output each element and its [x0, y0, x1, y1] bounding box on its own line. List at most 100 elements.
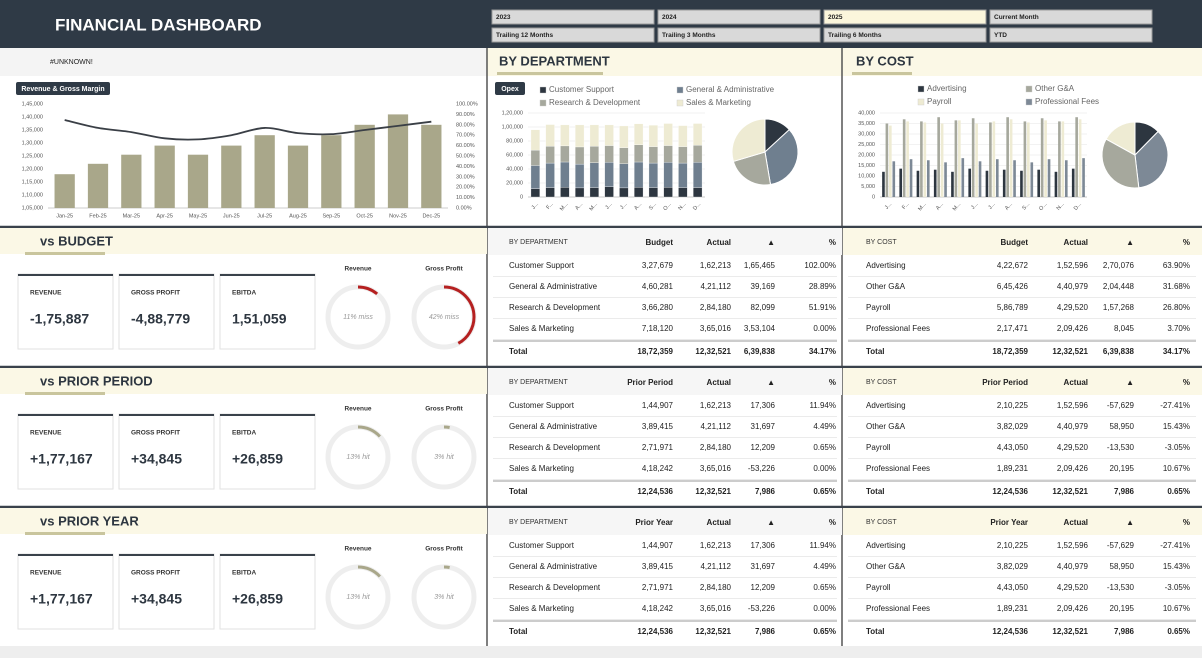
- pie-slice: [1105, 121, 1136, 156]
- table-header: %: [1183, 518, 1190, 527]
- filter-label[interactable]: 2023: [496, 14, 511, 21]
- table-cell: Other G&A: [866, 562, 906, 571]
- filter-button[interactable]: [657, 27, 821, 43]
- bar-segment: [619, 147, 629, 164]
- filter-label[interactable]: Trailing 12 Months: [496, 32, 553, 39]
- table-cell: 1,65,465: [744, 261, 776, 270]
- gauge-label: 42% miss: [429, 314, 460, 321]
- filter-label[interactable]: Current Month: [994, 14, 1039, 21]
- bar: [1078, 119, 1082, 197]
- table-cell: 17,306: [751, 541, 776, 550]
- table-total: 12,24,536: [992, 487, 1028, 496]
- table-total: Total: [509, 627, 528, 636]
- legend-label: Other G&A: [1035, 84, 1075, 93]
- kpi-card: [17, 273, 114, 350]
- kpi-value: +26,859: [232, 451, 283, 467]
- bar: [906, 121, 909, 197]
- table-cell: 12,209: [751, 443, 776, 452]
- table-cell: 31.68%: [1163, 282, 1190, 291]
- filter-button[interactable]: [823, 27, 987, 43]
- kpi-label: EBITDA: [232, 570, 257, 577]
- filter-label[interactable]: Trailing 3 Months: [662, 32, 716, 39]
- table-cell: 3,65,016: [700, 324, 732, 333]
- y-tick-label: 35,000: [858, 121, 875, 127]
- bar: [971, 118, 975, 197]
- filter-button[interactable]: [491, 9, 655, 25]
- table-cell: 3,82,029: [997, 562, 1029, 571]
- table-cell: Research & Development: [509, 303, 601, 312]
- filter-button[interactable]: [989, 27, 1153, 43]
- table-total: Total: [866, 487, 885, 496]
- bar: [889, 125, 892, 197]
- bar-segment: [648, 162, 658, 188]
- x-tick-label: Nov-25: [389, 213, 407, 219]
- table-total: 18,72,359: [992, 347, 1028, 356]
- table-header: Actual: [1064, 378, 1088, 387]
- kpi-card-top: [119, 554, 214, 556]
- filter-label[interactable]: Trailing 6 Months: [828, 32, 882, 39]
- table-cell: 1,52,596: [1057, 401, 1089, 410]
- x-tick-label: Aug-25: [289, 213, 307, 219]
- table-header: %: [829, 518, 836, 527]
- kpi-card: [118, 273, 215, 350]
- filter-label[interactable]: 2024: [662, 14, 677, 21]
- gauge-arc: [412, 565, 476, 629]
- table-header: BY DEPARTMENT: [509, 519, 568, 526]
- heading-underline: [497, 72, 603, 75]
- kpi-value: 1,51,059: [232, 311, 287, 327]
- section-band: [0, 508, 487, 534]
- table-cell: 4,40,979: [1057, 422, 1089, 431]
- status-text: #UNKNOWN!: [50, 59, 93, 66]
- bar: [1064, 160, 1068, 197]
- y-tick-label: 80.00%: [456, 122, 475, 128]
- y-tick-label: 90.00%: [456, 112, 475, 118]
- kpi-card: [219, 413, 316, 490]
- filter-button[interactable]: [989, 9, 1153, 25]
- y-tick-label: 40,000: [858, 110, 875, 116]
- table-cell: 1,52,596: [1057, 541, 1089, 550]
- kpi-value: -4,88,779: [131, 311, 190, 327]
- table-cell: -53,226: [748, 604, 776, 613]
- legend-swatch: [676, 99, 684, 107]
- bar-segment: [530, 165, 540, 189]
- table-cell: 2,17,471: [997, 324, 1029, 333]
- x-tick-label: Mar-25: [123, 213, 140, 219]
- y-tick-label: 5,000: [861, 184, 875, 190]
- bar-segment: [575, 163, 585, 189]
- filter-label[interactable]: YTD: [994, 32, 1007, 39]
- gauge-title: Revenue: [344, 266, 371, 273]
- bar: [923, 122, 927, 197]
- legend-swatch: [1025, 85, 1033, 93]
- bar-segment: [575, 146, 585, 165]
- bar: [354, 124, 375, 208]
- x-tick-label: May-25: [189, 213, 207, 219]
- table-cell: 4,43,050: [997, 443, 1029, 452]
- bar-segment: [560, 161, 570, 188]
- filter-button[interactable]: [491, 27, 655, 43]
- table-cell: 4.49%: [813, 422, 836, 431]
- bar: [951, 171, 954, 197]
- kpi-card: [17, 413, 114, 490]
- table-cell: 10.67%: [1163, 464, 1190, 473]
- gauge-title: Revenue: [344, 406, 371, 413]
- filter-button[interactable]: [823, 9, 987, 25]
- kpi-card: [118, 553, 215, 630]
- x-tick-label: Oct-25: [356, 213, 373, 219]
- bar-segment: [678, 146, 688, 164]
- filter-button[interactable]: [657, 9, 821, 25]
- table-total: 12,24,536: [992, 627, 1028, 636]
- bar: [940, 123, 944, 197]
- bar: [909, 159, 913, 197]
- filter-label[interactable]: 2025: [828, 14, 843, 21]
- bar-segment: [545, 162, 555, 188]
- table-header: BY COST: [866, 379, 897, 386]
- x-tick-label: S...: [648, 201, 658, 212]
- table-cell: 2,71,971: [642, 583, 674, 592]
- bar: [978, 161, 982, 197]
- x-tick-label: A...: [633, 201, 643, 212]
- bar-segment: [589, 187, 599, 198]
- bar-segment: [560, 145, 570, 163]
- bar: [882, 171, 885, 197]
- bar-segment: [604, 162, 614, 188]
- section-underline: [25, 532, 105, 535]
